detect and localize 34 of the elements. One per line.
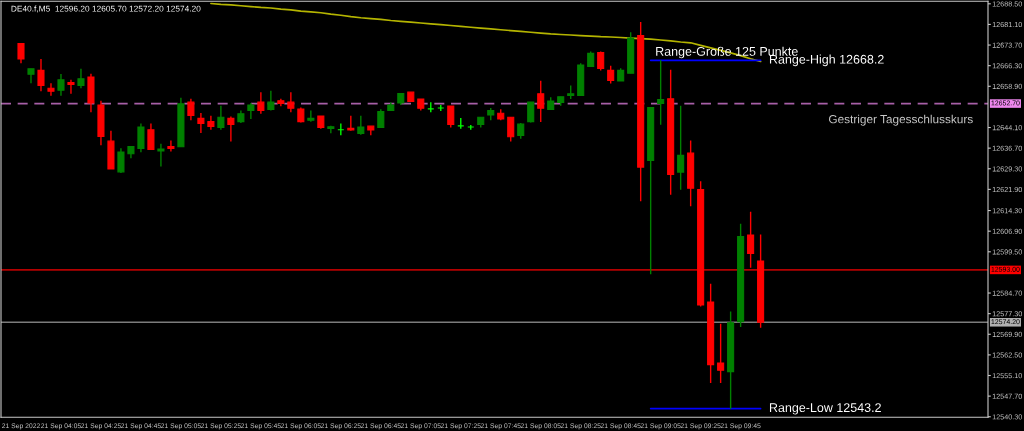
- text: Range-Low 12543.2: [769, 403, 881, 415]
- line-series: [210, 2, 762, 63]
- candlestick: [597, 50, 605, 72]
- candlestick: [167, 139, 175, 153]
- candlestick: [287, 91, 295, 113]
- candlestick: [147, 122, 155, 151]
- text: Gestriger Tagesschlusskurs: [829, 114, 973, 126]
- candlestick: [17, 42, 25, 64]
- candlestick: [117, 147, 125, 174]
- candlestick: [307, 109, 315, 123]
- candlestick: [527, 101, 535, 124]
- candlestick: [67, 79, 75, 95]
- candlestick: [77, 68, 85, 89]
- candlestick: [357, 115, 365, 136]
- candlestick: [37, 58, 45, 92]
- candlestick: [47, 82, 55, 97]
- candlestick: [257, 91, 265, 115]
- candlestick: [507, 116, 515, 143]
- candlestick: [677, 105, 685, 191]
- candlestick: [657, 59, 665, 126]
- candlestick: [57, 73, 65, 97]
- candlestick: [537, 80, 545, 123]
- candlestick: [137, 122, 145, 154]
- chart-title: DE40.f,M5 12596.20 12605.70 12572.20 12574.20: [11, 5, 201, 13]
- candlestick: [217, 105, 225, 131]
- candlestick: [227, 115, 235, 143]
- candlestick: [447, 105, 455, 129]
- candlestick: [157, 142, 165, 168]
- candlestick: [267, 90, 275, 112]
- candlestick: [347, 115, 355, 132]
- candlestick: [717, 322, 725, 384]
- candlestick: [377, 108, 385, 129]
- candlestick: [187, 98, 195, 121]
- candlestick: [197, 112, 205, 134]
